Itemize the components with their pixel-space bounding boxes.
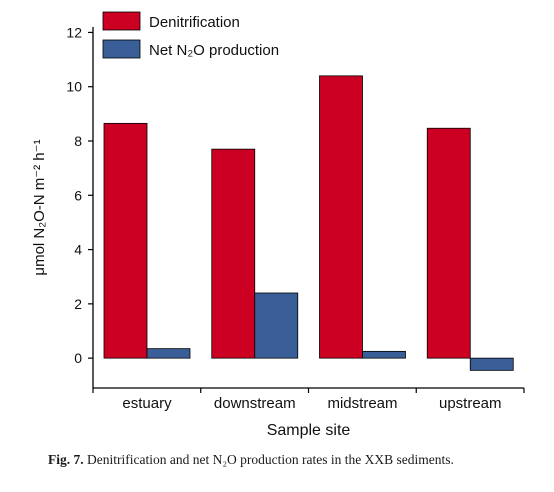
- denitrification-bar-estuary: [103, 122, 148, 359]
- caption-text: Denitrification and net N₂O production r…: [87, 452, 454, 467]
- y-tick-label: 6: [74, 187, 82, 203]
- x-axis-label: Sample site: [267, 422, 351, 439]
- x-tick-label: upstream: [439, 395, 502, 412]
- y-tick-label: 8: [74, 133, 82, 149]
- x-tick-label: estuary: [122, 395, 172, 412]
- legend-label: Denitrification: [149, 14, 240, 31]
- legend-swatch: [102, 39, 141, 59]
- y-tick-label: 12: [66, 24, 82, 40]
- denitrification-bar-upstream: [426, 127, 471, 359]
- caption-label: Fig. 7.: [48, 452, 84, 467]
- y-tick-label: 10: [66, 79, 82, 95]
- axes: 0 2 4 6 8 10 12 estuary downstream midstream upstr…: [66, 24, 525, 412]
- figure-caption: Fig. 7. Denitrification and net N₂O prod…: [48, 452, 548, 468]
- x-tick-label: midstream: [327, 395, 397, 412]
- denitrification-bar-downstream: [211, 148, 256, 359]
- y-axis-label: μmol N₂O-N m⁻² h⁻¹: [31, 139, 48, 275]
- legend-label: Net N₂O production: [149, 42, 279, 59]
- x-tick-label: downstream: [214, 395, 296, 412]
- y-tick-label: 0: [74, 350, 82, 366]
- n2o-production-bar-midstream: [362, 350, 406, 359]
- legend-swatch: [102, 11, 141, 31]
- denitrification-bar-midstream: [319, 75, 363, 359]
- n2o-production-bar-estuary: [146, 348, 191, 359]
- legend: Denitrification Net N₂O production: [102, 11, 279, 59]
- bar-chart: Denitrification Net N₂O production 0 2 4 6 8 1…: [31, 11, 525, 439]
- axis-labels: Sample site μmol N₂O-N m⁻² h⁻¹: [31, 139, 350, 439]
- bars: [103, 75, 514, 371]
- n2o-production-bar-upstream: [469, 357, 514, 371]
- n2o-production-bar-downstream: [254, 292, 299, 359]
- y-tick-label: 4: [74, 242, 82, 258]
- y-tick-label: 2: [74, 296, 82, 312]
